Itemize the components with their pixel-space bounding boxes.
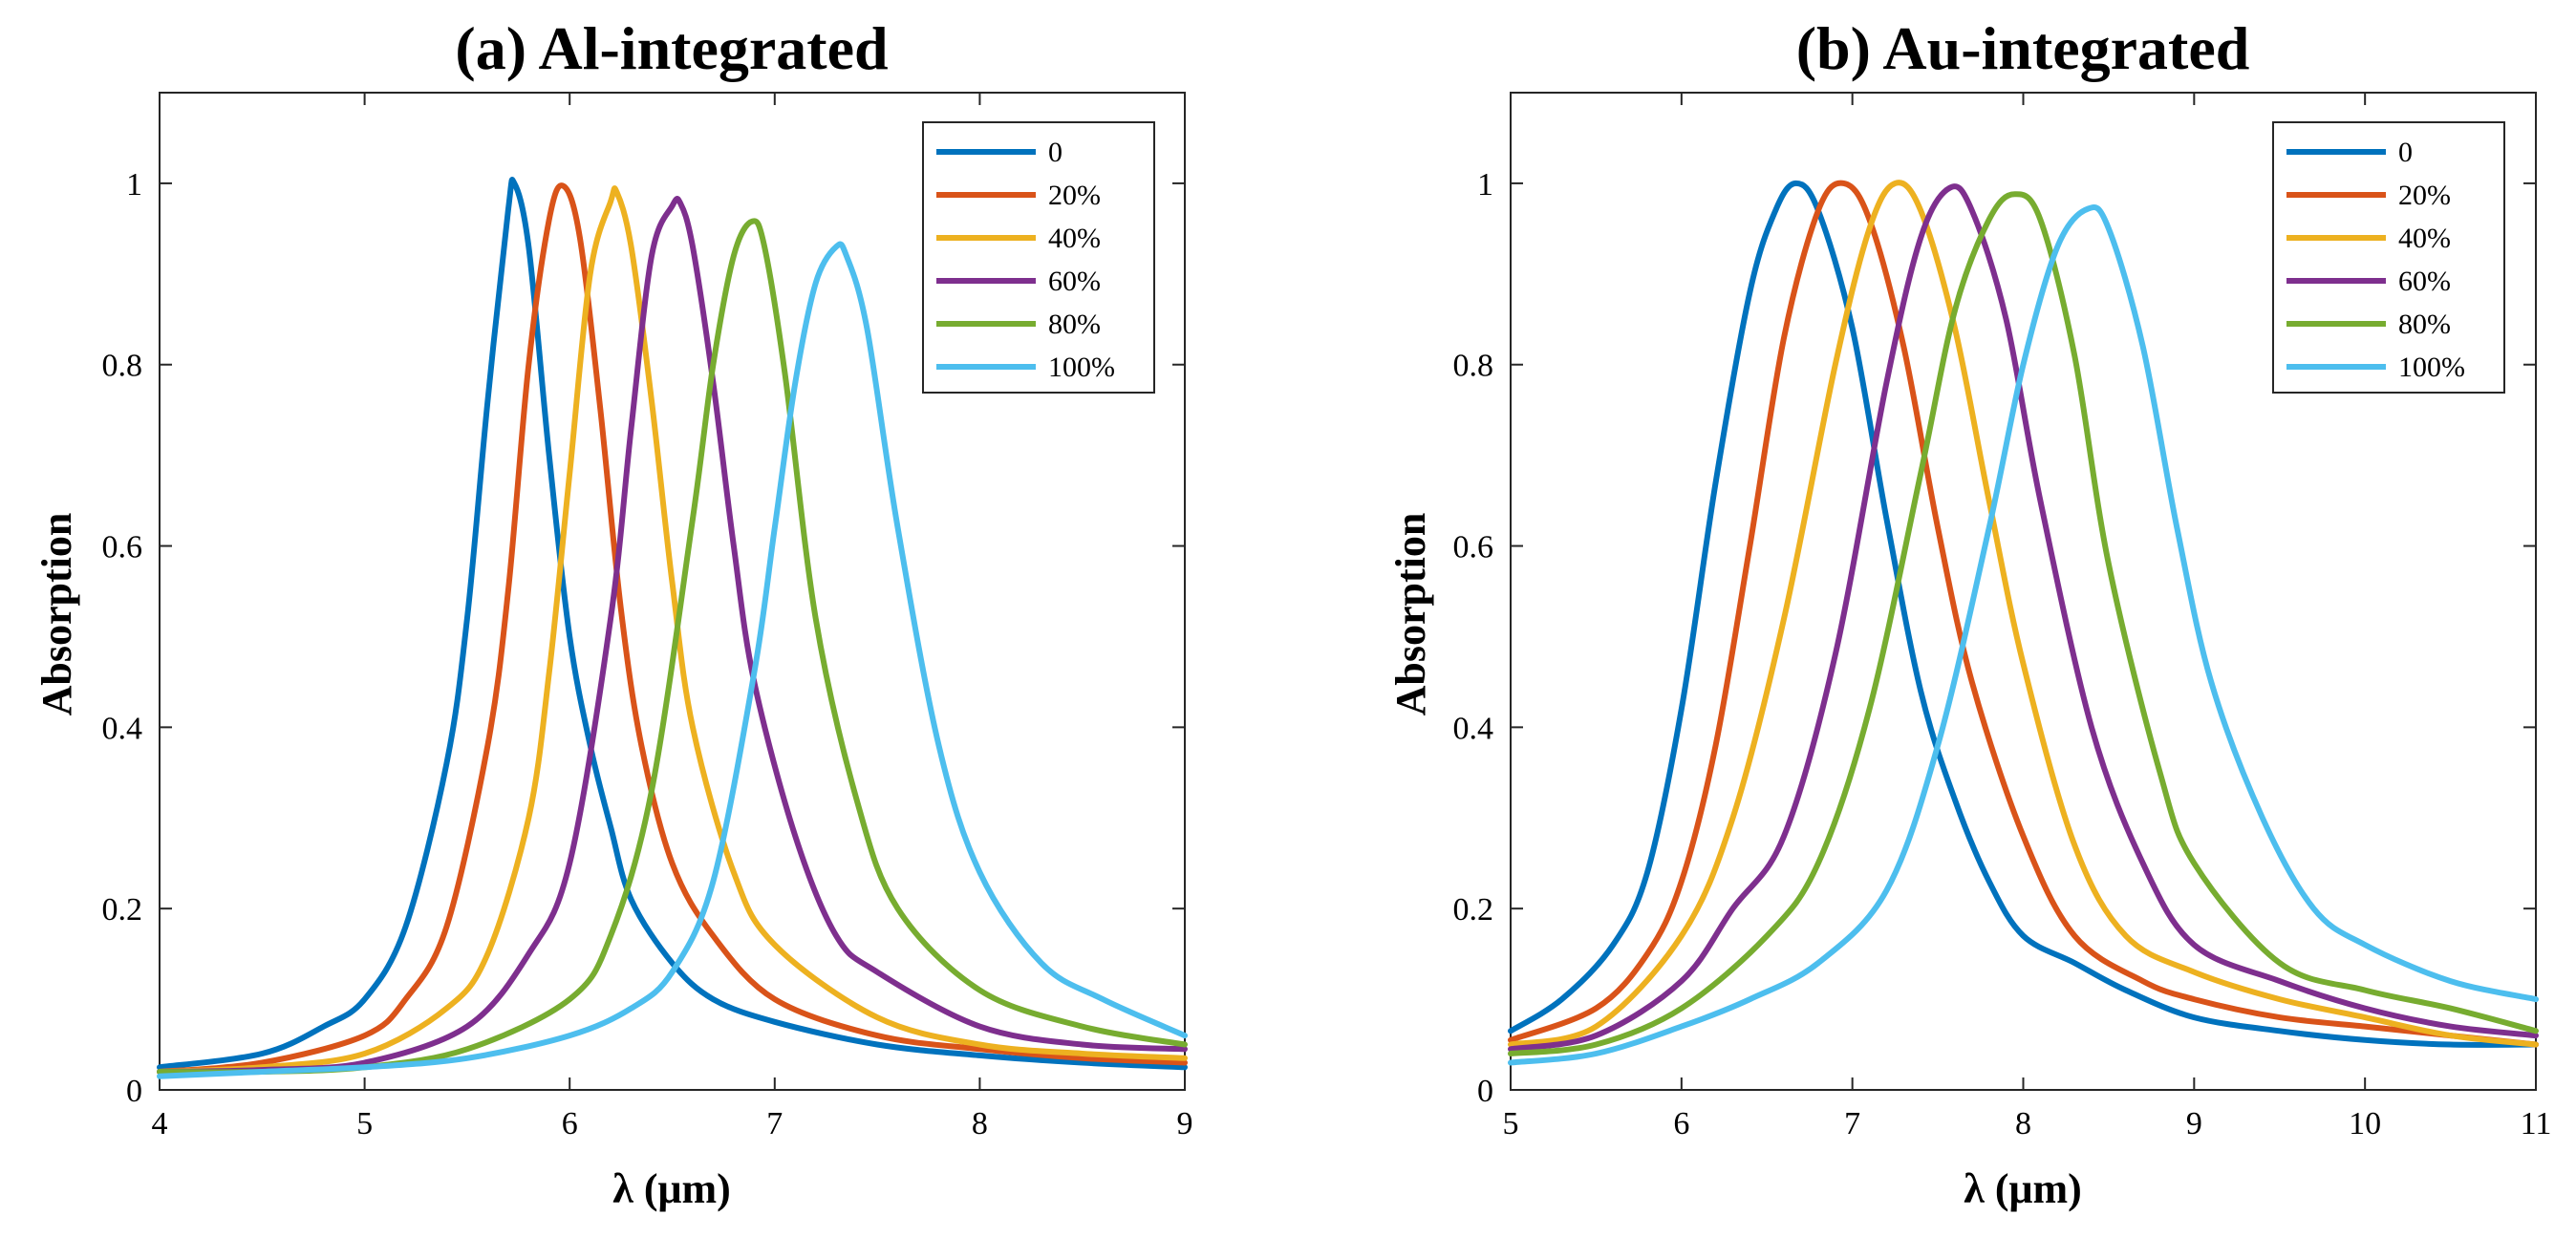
x-axis-label: λ (μm) (612, 1165, 731, 1212)
legend-label: 0 (1048, 137, 1063, 168)
series-line-2 (157, 185, 1188, 1075)
series-line-0 (157, 177, 1188, 1071)
y-tick-label: 0.6 (1453, 530, 1494, 565)
y-tick-label: 0.2 (1453, 892, 1494, 928)
y-tick-label: 0 (126, 1074, 142, 1109)
series-line-0 (1508, 180, 2539, 1048)
legend-label: 100% (2398, 352, 2465, 383)
x-tick-label: 11 (2521, 1106, 2552, 1141)
x-tick-label: 8 (972, 1106, 988, 1141)
x-tick-label: 7 (1844, 1106, 1860, 1141)
series-line-1 (1508, 180, 2539, 1048)
legend-label: 60% (2398, 266, 2451, 297)
x-tick-label: 6 (562, 1106, 578, 1141)
y-tick-label: 0.6 (102, 530, 143, 565)
y-tick-label: 0.2 (102, 892, 143, 928)
legend-label: 60% (1048, 266, 1101, 297)
plot-frame (159, 92, 1186, 1091)
chart-panel-al-integrated: (a) Al-integrated Absorption λ (μm) 4 5 6 7… (33, 14, 1193, 1212)
legend-label: 20% (2398, 180, 2451, 211)
x-tick-label: 5 (356, 1106, 373, 1141)
legend-label: 100% (1048, 352, 1115, 383)
legend-label: 80% (1048, 309, 1101, 340)
x-tick-label: 5 (1503, 1106, 1519, 1141)
legend-label: 40% (2398, 223, 2451, 254)
series-line-4 (157, 218, 1188, 1076)
x-tick-label: 10 (2349, 1106, 2381, 1141)
chart-panel-au-integrated: (b) Au-integrated Absorption λ (μm) 5 6 7 8… (1387, 14, 2551, 1212)
y-tick-label: 0.8 (1453, 349, 1494, 384)
legend-label: 0 (2398, 137, 2413, 168)
x-tick-label: 9 (1177, 1106, 1193, 1141)
x-tick-label: 7 (766, 1106, 783, 1141)
series-line-4 (1508, 191, 2539, 1056)
legend-box (2272, 121, 2505, 394)
y-tick-label: 0 (1477, 1074, 1493, 1109)
legend-label: 40% (1048, 223, 1101, 254)
y-tick-label: 1 (126, 167, 142, 203)
legend-box (922, 121, 1155, 394)
series-line-3 (157, 196, 1188, 1075)
series-line-5 (157, 241, 1188, 1079)
y-tick-label: 0.4 (102, 711, 143, 746)
chart-title: (b) Au-integrated (1796, 14, 2250, 82)
series-line-3 (1508, 183, 2539, 1053)
y-axis-label: Absorption (1387, 513, 1434, 716)
y-tick-label: 1 (1477, 167, 1493, 203)
series-line-1 (157, 182, 1188, 1075)
y-axis-label: Absorption (33, 513, 80, 716)
legend-label: 20% (1048, 180, 1101, 211)
x-tick-label: 4 (152, 1106, 168, 1141)
x-tick-label: 9 (2186, 1106, 2202, 1141)
legend-label: 80% (2398, 309, 2451, 340)
series-line-5 (1508, 204, 2539, 1066)
x-axis-label: λ (μm) (1964, 1165, 2082, 1212)
y-tick-label: 0.4 (1453, 711, 1494, 746)
x-tick-label: 6 (1673, 1106, 1689, 1141)
x-tick-label: 8 (2015, 1106, 2031, 1141)
y-tick-label: 0.8 (102, 349, 143, 384)
chart-title: (a) Al-integrated (455, 14, 888, 82)
